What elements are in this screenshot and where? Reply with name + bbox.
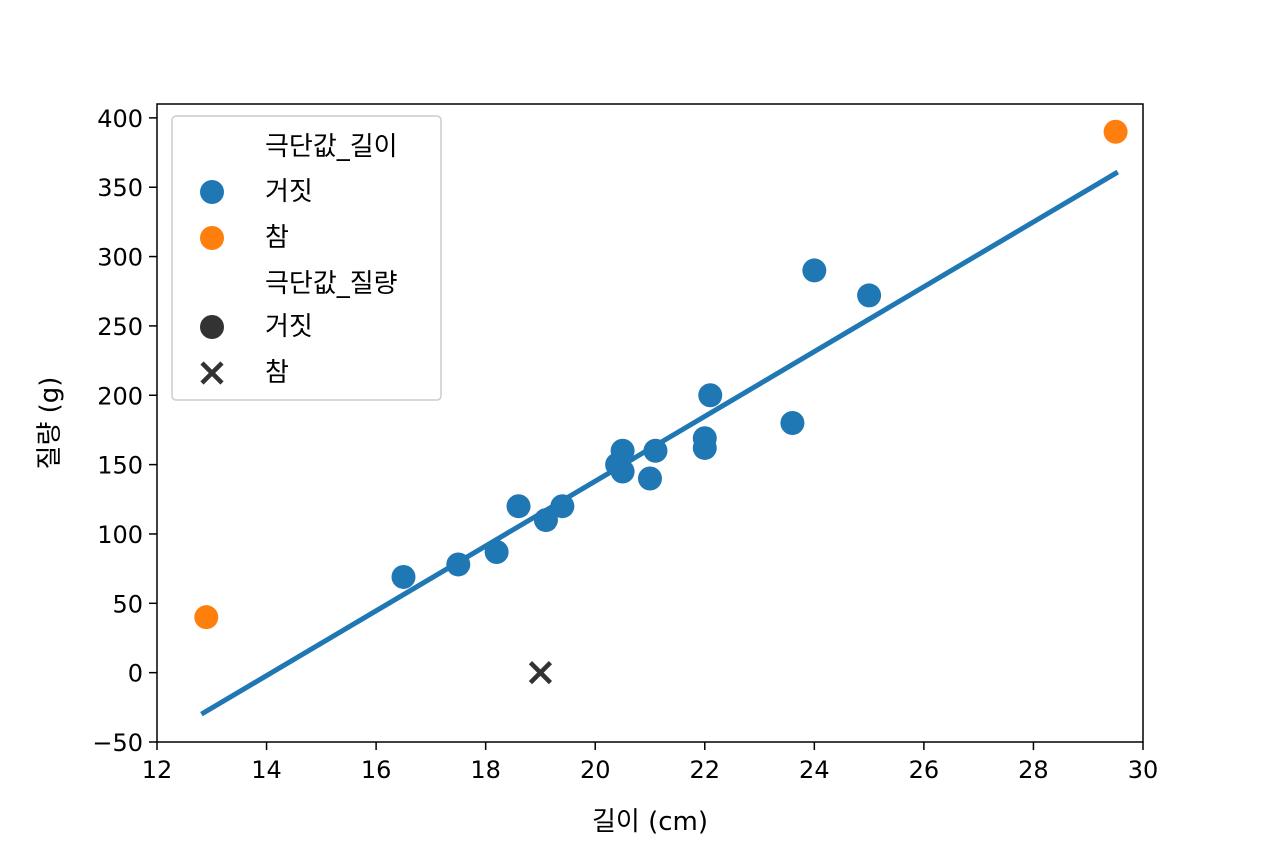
x-tick-label: 12 [142, 756, 173, 784]
legend-label-style-true: 참 [265, 358, 289, 388]
y-axis-title: 질량 (g) [35, 377, 65, 470]
legend-marker-style-false [200, 315, 224, 339]
legend-label-style-false: 거짓 [265, 312, 313, 342]
data-point [638, 466, 662, 491]
legend-style-title: 극단값_질량 [265, 269, 398, 299]
legend-hue-title: 극단값_길이 [265, 132, 398, 162]
plot-frame [156, 103, 1144, 743]
legend-label-hue-true: 참 [265, 223, 289, 253]
x-tick-label: 28 [1018, 756, 1049, 784]
x-tick-label: 30 [1128, 756, 1159, 784]
y-tick-label: 300 [97, 244, 143, 272]
x-tick-label: 16 [361, 756, 392, 784]
x-axis-title: 길이 (cm) [592, 807, 708, 837]
x-tick-label: 26 [909, 756, 940, 784]
points-layer [194, 119, 1128, 685]
data-point [484, 539, 509, 564]
data-point [533, 508, 558, 533]
legend: 극단값_길이 거짓 참 극단값_질량 거짓 참 [171, 115, 442, 401]
y-tick-label: −50 [92, 729, 143, 757]
y-tick-label: 200 [97, 382, 143, 410]
y-tick-label: 150 [97, 452, 143, 480]
data-point-outlier [1103, 119, 1128, 144]
data-point [391, 564, 416, 589]
legend-marker-hue-true [200, 226, 224, 250]
legend-marker-style-true [200, 361, 224, 385]
y-axis-ticks: −50 0 50 100 150 200 250 300 350 400 [92, 105, 157, 757]
legend-box [171, 115, 442, 401]
data-point [550, 494, 575, 519]
data-point [643, 438, 668, 463]
y-tick-label: 400 [97, 105, 143, 133]
y-tick-label: 50 [112, 590, 143, 618]
x-tick-label: 20 [580, 756, 611, 784]
y-tick-label: 350 [97, 174, 143, 202]
data-point [610, 438, 635, 463]
y-tick-label: 100 [97, 521, 143, 549]
data-point [506, 494, 531, 519]
x-tick-label: 22 [690, 756, 721, 784]
legend-marker-hue-false [200, 180, 224, 204]
x-tick-label: 14 [251, 756, 282, 784]
x-axis-ticks: 12 14 16 18 20 22 24 26 28 30 [142, 742, 1159, 784]
x-tick-label: 24 [799, 756, 830, 784]
data-point [780, 411, 805, 435]
data-point-x-marker [528, 661, 553, 685]
x-tick-label: 18 [470, 756, 501, 784]
data-point [698, 383, 723, 408]
y-tick-label: 250 [97, 313, 143, 341]
y-tick-label: 0 [128, 660, 143, 688]
data-point [802, 258, 827, 283]
data-point [610, 459, 635, 484]
data-point-outlier [194, 605, 219, 630]
data-point [446, 552, 471, 577]
data-point [857, 283, 882, 308]
data-point [692, 435, 717, 460]
legend-label-hue-false: 거짓 [265, 177, 313, 207]
